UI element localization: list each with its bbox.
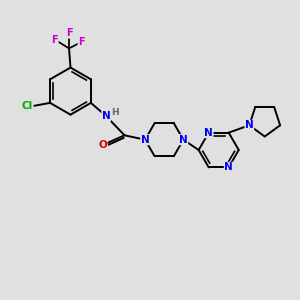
Text: F: F [66, 28, 72, 38]
Text: F: F [52, 34, 58, 45]
Text: H: H [111, 108, 118, 117]
Text: N: N [102, 111, 111, 121]
Text: F: F [78, 37, 85, 47]
Text: N: N [224, 162, 233, 172]
Text: Cl: Cl [22, 101, 33, 111]
Text: N: N [245, 120, 254, 130]
Text: O: O [98, 140, 107, 150]
Text: N: N [204, 128, 213, 138]
Text: N: N [141, 135, 149, 145]
Text: N: N [179, 135, 188, 145]
